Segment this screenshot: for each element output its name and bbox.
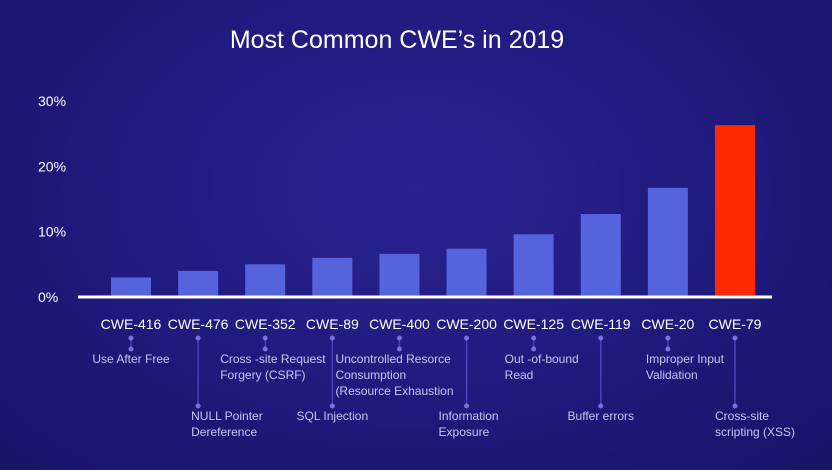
description-label: Buffer errors xyxy=(568,409,634,423)
description-dot xyxy=(464,335,470,341)
description-dot xyxy=(531,335,537,341)
description-dot xyxy=(732,403,738,409)
category-label: CWE-20 xyxy=(641,316,694,332)
bar-cwe-400 xyxy=(379,253,420,297)
category-label: CWE-125 xyxy=(503,316,564,332)
description-dot xyxy=(329,335,335,341)
category-label: CWE-119 xyxy=(571,316,631,332)
category-label: CWE-200 xyxy=(436,316,497,332)
description-label: Cross-site xyxy=(715,409,769,423)
bar-cwe-20 xyxy=(647,187,688,297)
category-labels: CWE-416 CWE-476 CWE-352 CWE-89 CWE-400 CWE-20… xyxy=(101,316,762,332)
description-dot xyxy=(598,335,604,341)
description-dot xyxy=(195,335,201,341)
description-label: NULL Pointer xyxy=(191,409,263,423)
bar-cwe-416 xyxy=(111,277,151,297)
category-label: CWE-400 xyxy=(369,316,430,332)
chart-title: Most Common CWE’s in 2019 xyxy=(230,26,564,54)
bar-cwe-352 xyxy=(245,264,286,297)
description-label: Out -of-bound xyxy=(505,352,579,366)
description-label: Uncontrolled Resorce xyxy=(335,352,451,366)
description-label: Consumption xyxy=(335,368,406,382)
bar-cwe-119 xyxy=(580,214,621,297)
bar-cwe-125 xyxy=(513,234,554,297)
description-dot xyxy=(464,403,470,409)
description-dot xyxy=(732,335,738,341)
bar-cwe-89 xyxy=(312,257,353,297)
description-dot xyxy=(128,346,134,352)
description-label: Use After Free xyxy=(92,352,170,366)
description-label: scripting (XSS) xyxy=(715,425,795,439)
bar-cwe-79 xyxy=(715,125,755,297)
description-dot xyxy=(128,335,134,341)
bar-cwe-200 xyxy=(446,248,487,297)
description-label: Dereference xyxy=(191,425,257,439)
description-dot xyxy=(329,403,335,409)
description-dot xyxy=(665,346,671,352)
description-dot xyxy=(396,335,402,341)
category-label: CWE-416 xyxy=(101,316,162,332)
y-tick-label: 10% xyxy=(38,224,66,240)
bar-cwe-476 xyxy=(178,270,219,297)
category-label: CWE-352 xyxy=(235,316,296,332)
category-label: CWE-476 xyxy=(168,316,229,332)
y-axis-ticks: 0% 10% 20% 30% xyxy=(38,93,66,305)
description-labels: Use After Free NULL Pointer Dereference Cro… xyxy=(92,335,795,439)
y-tick-label: 20% xyxy=(38,158,66,174)
description-dot xyxy=(396,346,402,352)
description-label: Exposure xyxy=(439,425,490,439)
description-dot xyxy=(262,335,268,341)
description-label: Information xyxy=(439,409,499,423)
description-dot xyxy=(195,403,201,409)
description-label: SQL Injection xyxy=(297,409,369,423)
category-label: CWE-89 xyxy=(306,316,359,332)
description-label: Improper Input xyxy=(646,352,725,366)
bars xyxy=(111,125,755,297)
category-label: CWE-79 xyxy=(709,316,762,332)
y-tick-label: 0% xyxy=(38,289,58,305)
description-dot xyxy=(598,403,604,409)
y-tick-label: 30% xyxy=(38,93,66,109)
description-label: Validation xyxy=(646,368,698,382)
description-label: Cross -site Request xyxy=(220,352,326,366)
description-dot xyxy=(262,346,268,352)
description-label: Forgery (CSRF) xyxy=(220,368,305,382)
description-label: Read xyxy=(505,368,534,382)
description-dot xyxy=(531,346,537,352)
description-dot xyxy=(665,335,671,341)
description-label: (Resource Exhaustion xyxy=(335,384,453,398)
